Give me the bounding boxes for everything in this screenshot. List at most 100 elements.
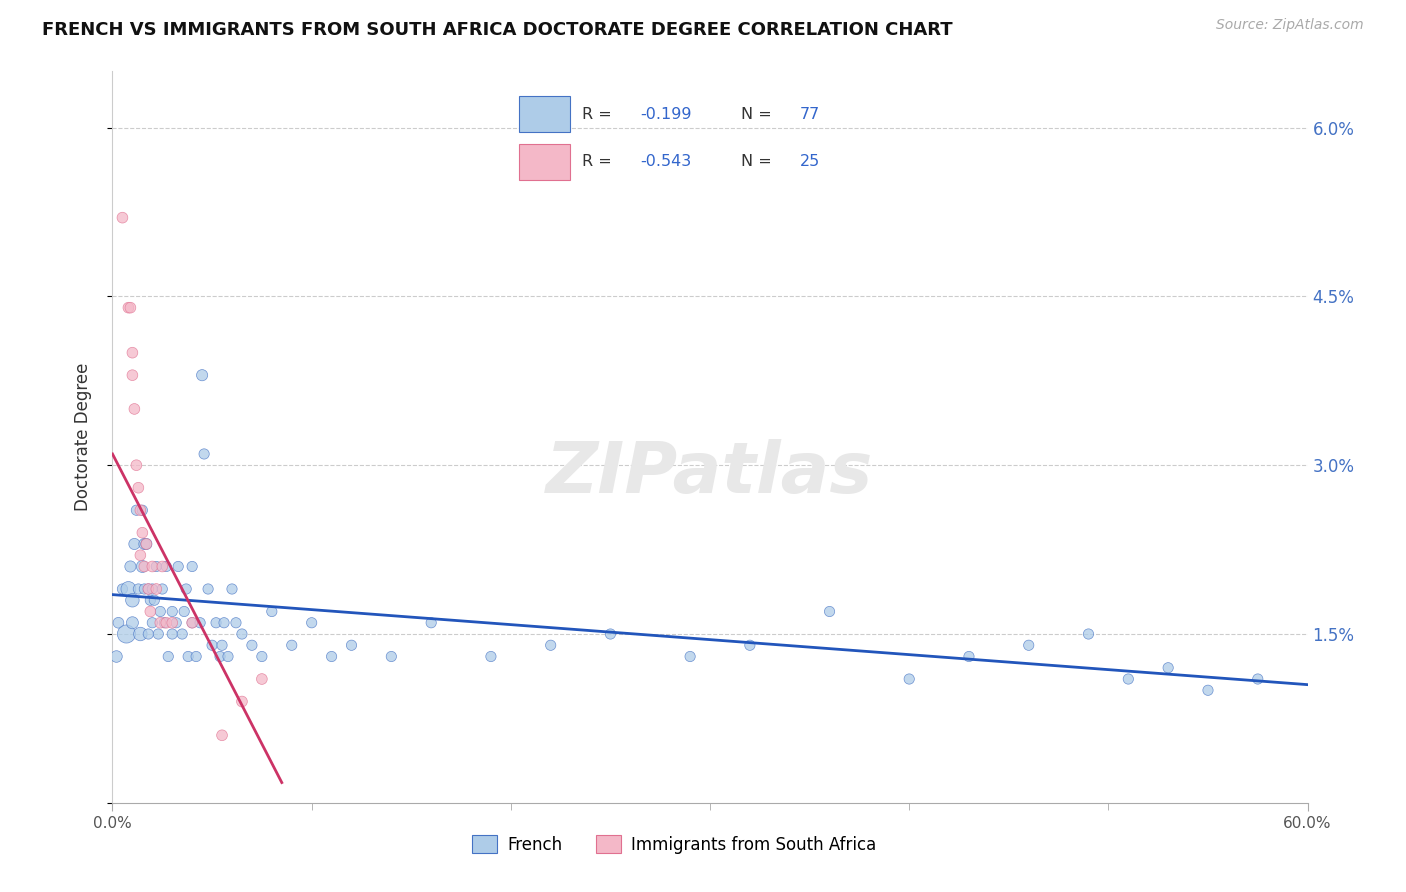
Point [1247, 672, 1270, 686]
Point [174, 582, 197, 596]
Point [141, 582, 163, 596]
Point [129, 548, 152, 562]
Point [250, 649, 273, 664]
Point [150, 559, 173, 574]
Point [149, 615, 172, 630]
Point [301, 615, 323, 630]
Point [181, 615, 204, 630]
Point [155, 559, 177, 574]
Point [138, 627, 160, 641]
Point [260, 605, 283, 619]
Point [120, 301, 142, 315]
Point [201, 638, 224, 652]
Text: Source: ZipAtlas.com: Source: ZipAtlas.com [1216, 18, 1364, 32]
Point [127, 481, 149, 495]
Point [139, 593, 162, 607]
Point [129, 627, 152, 641]
Point [205, 615, 228, 630]
Point [134, 559, 156, 574]
Point [250, 672, 273, 686]
Point [240, 638, 263, 652]
Point [181, 559, 204, 574]
Point [117, 582, 139, 596]
Point [121, 368, 143, 383]
Point [153, 615, 176, 630]
Point [120, 559, 142, 574]
Point [145, 582, 167, 596]
Point [157, 649, 180, 664]
Point [1018, 638, 1040, 652]
Point [134, 537, 156, 551]
Point [321, 649, 343, 664]
Point [211, 728, 233, 742]
Point [129, 503, 152, 517]
Point [340, 638, 363, 652]
Point [212, 615, 235, 630]
Point [221, 582, 243, 596]
Point [1077, 627, 1099, 641]
Point [479, 649, 502, 664]
Point [898, 672, 921, 686]
Point [155, 615, 177, 630]
Point [231, 627, 253, 641]
Point [231, 694, 253, 708]
Point [149, 605, 172, 619]
Point [141, 615, 163, 630]
Point [818, 605, 841, 619]
Y-axis label: Doctorate Degree: Doctorate Degree [73, 363, 91, 511]
Point [1118, 672, 1140, 686]
Point [209, 649, 232, 664]
Point [124, 537, 146, 551]
Point [111, 582, 134, 596]
Point [135, 537, 157, 551]
Point [117, 301, 139, 315]
Point [380, 649, 402, 664]
Point [148, 627, 170, 641]
Point [131, 559, 153, 574]
Point [127, 582, 149, 596]
Point [193, 447, 215, 461]
Point [217, 649, 239, 664]
Point [162, 605, 183, 619]
Point [1157, 661, 1180, 675]
Point [134, 582, 156, 596]
Point [121, 593, 143, 607]
Point [162, 627, 183, 641]
Text: FRENCH VS IMMIGRANTS FROM SOUTH AFRICA DOCTORATE DEGREE CORRELATION CHART: FRENCH VS IMMIGRANTS FROM SOUTH AFRICA D… [42, 21, 953, 38]
Text: ZIPatlas: ZIPatlas [547, 439, 873, 508]
Point [143, 593, 166, 607]
Point [188, 615, 211, 630]
Point [181, 615, 204, 630]
Point [540, 638, 562, 652]
Point [599, 627, 621, 641]
Point [121, 345, 143, 359]
Point [139, 605, 162, 619]
Point [172, 627, 194, 641]
Point [107, 615, 129, 630]
Point [135, 537, 157, 551]
Point [124, 401, 146, 416]
Point [167, 559, 190, 574]
Point [1197, 683, 1219, 698]
Point [738, 638, 761, 652]
Point [125, 503, 148, 517]
Legend: French, Immigrants from South Africa: French, Immigrants from South Africa [465, 829, 883, 860]
Point [115, 627, 138, 641]
Point [173, 605, 195, 619]
Point [131, 503, 153, 517]
Point [191, 368, 214, 383]
Point [225, 615, 247, 630]
Point [145, 559, 167, 574]
Point [138, 582, 160, 596]
Point [125, 458, 148, 473]
Point [121, 615, 143, 630]
Point [186, 649, 208, 664]
Point [197, 582, 219, 596]
Point [150, 582, 173, 596]
Point [111, 211, 134, 225]
Point [177, 649, 200, 664]
Point [162, 615, 183, 630]
Point [165, 615, 187, 630]
Point [141, 559, 163, 574]
Point [211, 638, 233, 652]
